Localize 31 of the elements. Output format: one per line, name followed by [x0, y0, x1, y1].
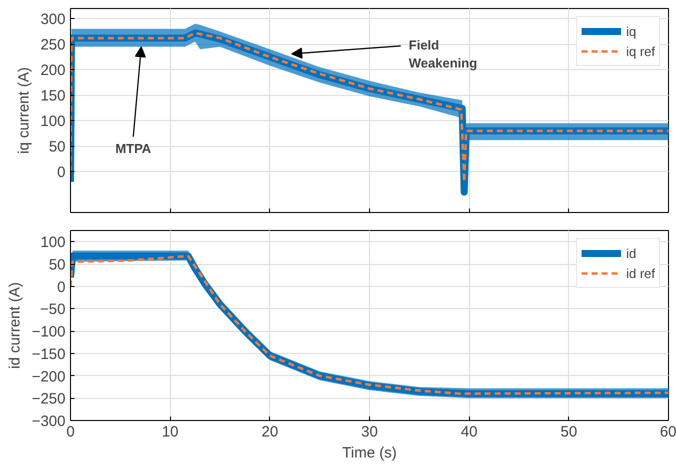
- x-tick-label: 30: [361, 424, 378, 440]
- legend-label: iq ref: [626, 44, 655, 58]
- legend-label: id: [626, 246, 638, 260]
- y-axis-title: id current (A): [6, 282, 24, 369]
- y-tick-label: 0: [57, 164, 66, 182]
- x-axis-title: Time (s): [342, 444, 397, 462]
- y-tick-label: 300: [40, 11, 66, 28]
- y-tick-label: 100: [40, 113, 66, 130]
- x-tick-label: 50: [560, 424, 578, 440]
- y-tick-label: −150: [32, 346, 66, 363]
- y-tick-label: 150: [40, 88, 66, 105]
- y-tick-label: 50: [48, 256, 66, 274]
- y-tick-label: −250: [32, 390, 66, 408]
- annotation: Field Weakening: [408, 37, 478, 70]
- x-tick-label: 40: [460, 424, 478, 440]
- legend-label: id ref: [626, 266, 655, 280]
- y-tick-label: −300: [32, 413, 66, 430]
- y-tick-label: −100: [32, 324, 66, 341]
- y-tick-label: 200: [40, 62, 66, 80]
- y-tick-label: 100: [40, 234, 66, 252]
- y-tick-label: −50: [40, 301, 66, 318]
- x-tick-label: 20: [261, 424, 278, 440]
- x-tick-label: 60: [660, 424, 676, 440]
- y-axis-title: iq current (A): [15, 67, 32, 154]
- y-tick-label: 250: [40, 36, 66, 54]
- annotation: MTPA: [115, 140, 152, 156]
- y-tick-label: 0: [57, 278, 66, 296]
- y-tick-label: −200: [32, 368, 66, 386]
- y-tick-label: 50: [48, 138, 66, 156]
- legend-label: iq: [626, 24, 638, 38]
- x-tick-label: 10: [162, 424, 179, 440]
